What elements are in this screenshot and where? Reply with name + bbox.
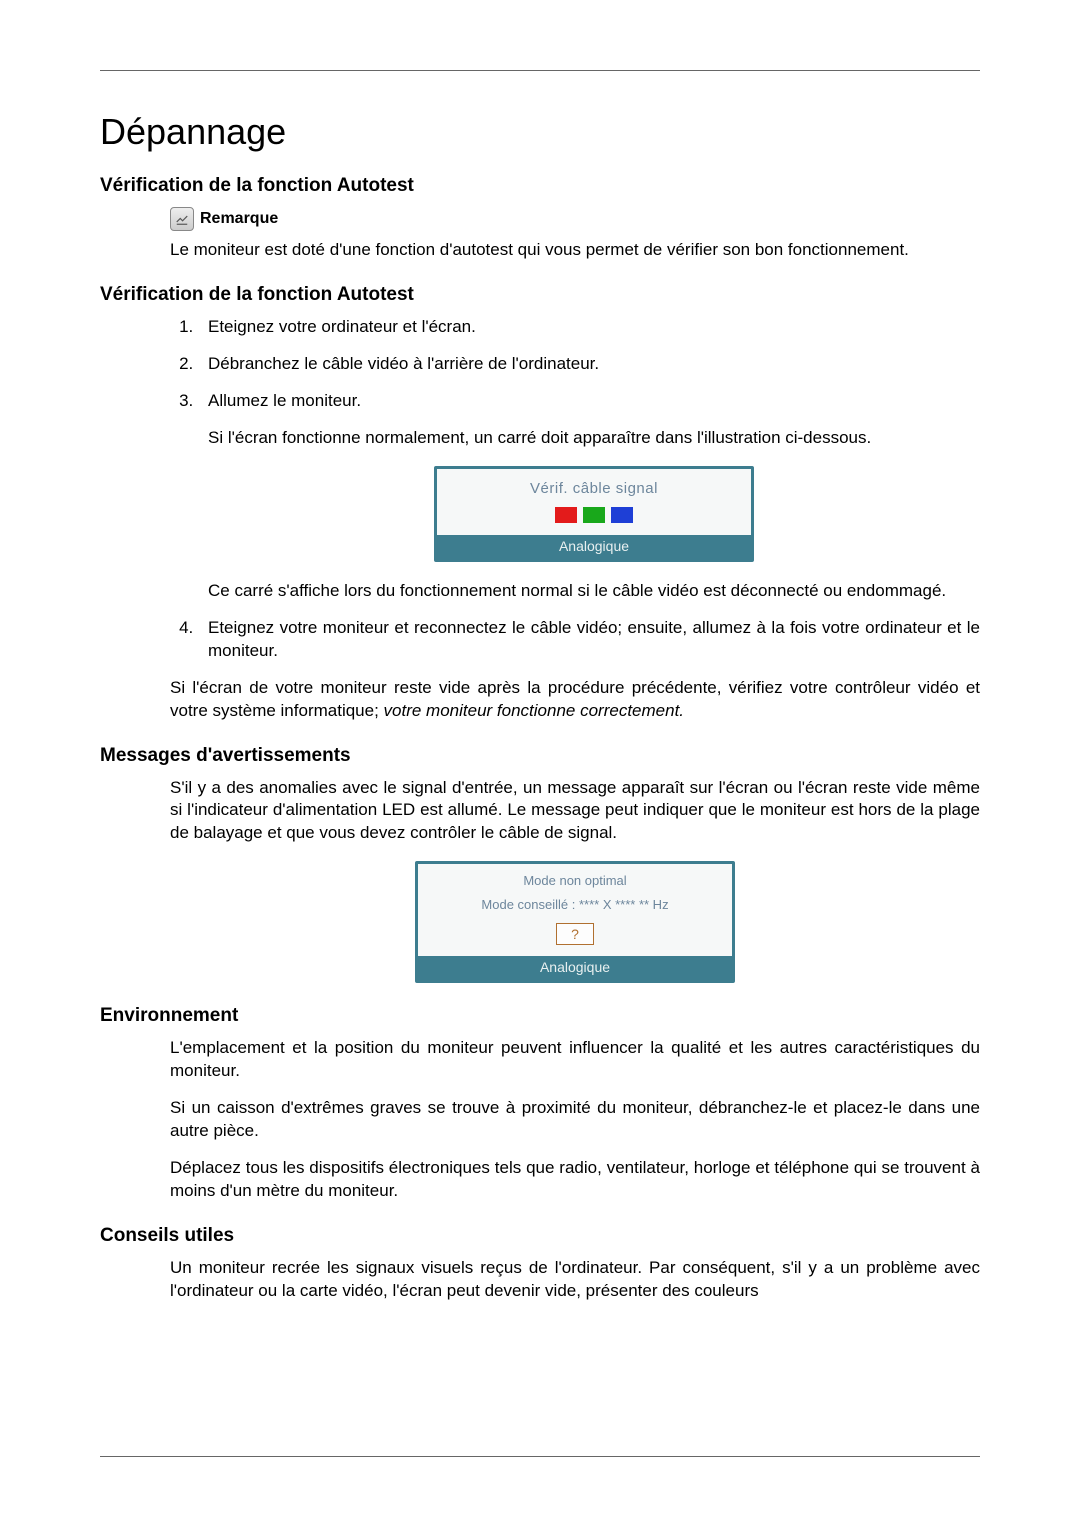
note-icon bbox=[170, 207, 194, 231]
osd1-footer: Analogique bbox=[437, 535, 751, 559]
osd1-square-red bbox=[555, 507, 577, 523]
autotest-steps-list: Eteignez votre ordinateur et l'écran. Dé… bbox=[170, 316, 980, 663]
warnings-para: S'il y a des anomalies avec le signal d'… bbox=[170, 777, 980, 846]
osd1-wrap: Vérif. câble signal Analogique bbox=[208, 466, 980, 562]
bottom-rule bbox=[100, 1456, 980, 1457]
osd1-color-row bbox=[445, 507, 743, 523]
osd2: Mode non optimal Mode conseillé : **** X… bbox=[415, 861, 735, 983]
osd1-body: Vérif. câble signal bbox=[437, 469, 751, 535]
warnings-block: S'il y a des anomalies avec le signal d'… bbox=[170, 777, 980, 984]
note-row: Remarque bbox=[170, 207, 980, 231]
note-text: Le moniteur est doté d'une fonction d'au… bbox=[170, 239, 980, 262]
step-2: Débranchez le câble vidéo à l'arrière de… bbox=[198, 353, 980, 376]
osd2-question-button: ? bbox=[556, 923, 594, 945]
heading-autotest-intro: Vérification de la fonction Autotest bbox=[100, 175, 980, 197]
tips-block: Un moniteur recrée les signaux visuels r… bbox=[170, 1257, 980, 1303]
step-3-text: Allumez le moniteur. bbox=[208, 391, 361, 410]
step-3: Allumez le moniteur. Si l'écran fonction… bbox=[198, 390, 980, 603]
osd1-square-blue bbox=[611, 507, 633, 523]
top-rule bbox=[100, 70, 980, 71]
autotest-intro-block: Remarque Le moniteur est doté d'une fonc… bbox=[170, 207, 980, 262]
autotest-closing: Si l'écran de votre moniteur reste vide … bbox=[170, 677, 980, 723]
step-2-text: Débranchez le câble vidéo à l'arrière de… bbox=[208, 354, 599, 373]
step-4-text: Eteignez votre moniteur et reconnectez l… bbox=[208, 618, 980, 660]
osd2-body: Mode non optimal Mode conseillé : **** X… bbox=[418, 864, 732, 956]
env-p1: L'emplacement et la position du moniteur… bbox=[170, 1037, 980, 1083]
env-p3: Déplacez tous les dispositifs électroniq… bbox=[170, 1157, 980, 1203]
osd1: Vérif. câble signal Analogique bbox=[434, 466, 754, 562]
autotest-closing-italic: votre moniteur fonctionne correctement. bbox=[384, 701, 684, 720]
note-label: Remarque bbox=[200, 208, 278, 230]
step-3-after: Ce carré s'affiche lors du fonctionnemen… bbox=[208, 580, 980, 603]
step-1-text: Eteignez votre ordinateur et l'écran. bbox=[208, 317, 476, 336]
heading-warnings: Messages d'avertissements bbox=[100, 745, 980, 767]
step-1: Eteignez votre ordinateur et l'écran. bbox=[198, 316, 980, 339]
osd1-square-green bbox=[583, 507, 605, 523]
heading-tips: Conseils utiles bbox=[100, 1225, 980, 1247]
page-title: Dépannage bbox=[100, 111, 980, 153]
tips-p1: Un moniteur recrée les signaux visuels r… bbox=[170, 1257, 980, 1303]
environment-block: L'emplacement et la position du moniteur… bbox=[170, 1037, 980, 1203]
step-4: Eteignez votre moniteur et reconnectez l… bbox=[198, 617, 980, 663]
autotest-closing-para: Si l'écran de votre moniteur reste vide … bbox=[170, 677, 980, 723]
osd2-line1: Mode non optimal bbox=[426, 872, 724, 890]
page: Dépannage Vérification de la fonction Au… bbox=[0, 0, 1080, 1527]
heading-autotest-steps: Vérification de la fonction Autotest bbox=[100, 284, 980, 306]
osd2-wrap: Mode non optimal Mode conseillé : **** X… bbox=[170, 861, 980, 983]
heading-environment: Environnement bbox=[100, 1005, 980, 1027]
osd2-footer: Analogique bbox=[418, 956, 732, 980]
osd2-line2: Mode conseillé : **** X **** ** Hz bbox=[426, 896, 724, 914]
step-3-sub: Si l'écran fonctionne normalement, un ca… bbox=[208, 427, 980, 450]
env-p2: Si un caisson d'extrêmes graves se trouv… bbox=[170, 1097, 980, 1143]
osd1-message: Vérif. câble signal bbox=[445, 479, 743, 499]
